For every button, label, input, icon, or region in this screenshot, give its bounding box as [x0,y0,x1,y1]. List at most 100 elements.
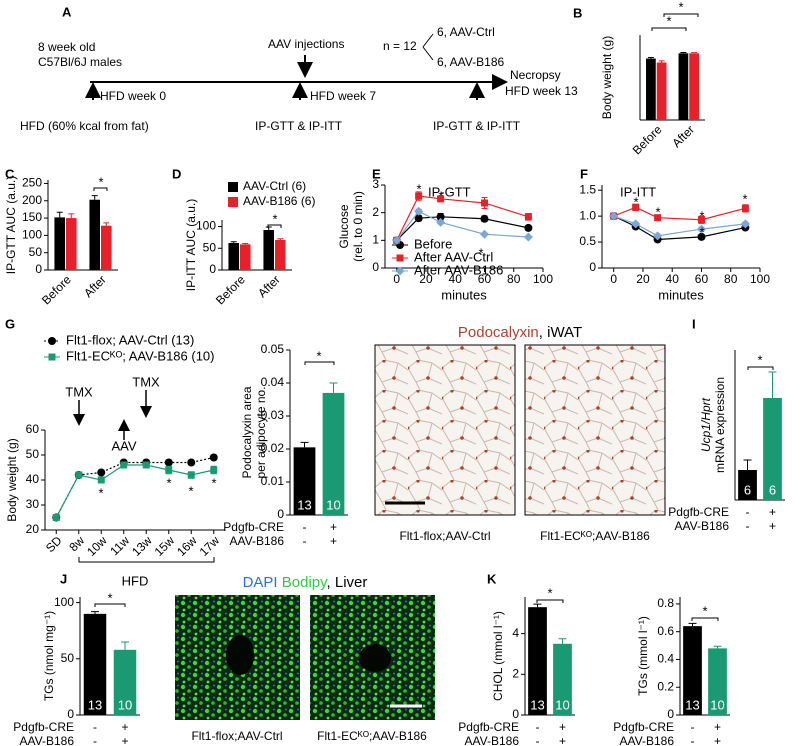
row-value: + [330,534,337,548]
sig-bracket [651,27,687,31]
diagram-label: Necropsy [510,68,561,82]
x-tick-label: 40 [449,272,463,286]
diagram-label: HFD (60% kcal from fat) [20,119,149,133]
diagram-label: AAV injections [268,37,344,51]
y-tick-label: 0.01 [261,474,285,488]
row-value: - [691,734,695,746]
micrograph [374,344,516,516]
legend-label: AAV-Ctrl (6) [243,179,306,193]
y-tick-label: 20 [26,522,40,536]
y-tick-label: 0.04 [261,375,285,389]
error-bar [329,382,338,393]
panel-label: K [487,571,497,586]
row-label: AAV-B186 [230,534,285,548]
marker [632,203,640,211]
annotation: AAV [111,438,136,453]
row-value: - [93,734,97,746]
y-tick-label: 200 [22,193,42,207]
bar-n-label: 13 [530,697,544,712]
marker [740,219,750,229]
title-part: , Liver [327,574,368,591]
marker [654,214,662,222]
bar [656,62,667,120]
sig-bracket [304,361,335,365]
bar [678,53,689,120]
bar [763,398,782,500]
title-part: DAPI [243,574,282,591]
row-label: AAV-B186 [20,734,75,746]
y-tick-label: 0 [209,262,216,276]
bar [83,613,107,715]
panel-label: A [62,4,72,19]
legend-label: Flt1-ECᴷᴼ; AAV-B186 (10) [66,348,215,363]
sig-bracket [94,603,126,607]
y-tick-label: 0.02 [261,441,285,455]
marker [164,458,173,467]
title-part: , iWAT [539,324,582,341]
row-label: Pdgfb-CRE [668,505,729,519]
annotation: * [702,603,707,618]
x-tick-label: 13w [129,533,155,559]
micrograph [524,344,666,516]
x-tick-label: 80 [724,272,738,286]
marker [75,471,83,479]
annotation: * [107,590,112,605]
sig-bracket [267,224,282,228]
error-bar [647,56,654,59]
y-tick-label: 0 [512,707,519,721]
annotation: IP-GTT [428,184,471,199]
y-tick-label: 0.2 [657,679,674,693]
marker [209,453,218,462]
diagram-label: 6, AAV-Ctrl [437,25,495,39]
marker [479,229,489,239]
y-tick-label: 0 [667,707,674,721]
y-tick-label: 0.05 [261,342,285,356]
annotation: * [211,475,216,490]
legend-label: After AAV-Ctrl [414,249,493,264]
error-bar [242,242,249,245]
bar [708,648,727,715]
marker [436,217,446,227]
bar-n-label: 10 [118,697,132,712]
error-bar [743,459,752,470]
error-bar [688,622,697,627]
error-bar [768,371,777,398]
marker [523,232,533,242]
marker [414,214,423,223]
y-tick-label: 30 [26,497,40,511]
row-value: + [330,520,337,534]
diagram-label: 6, AAV-B186 [437,55,504,69]
title-part: Podocalyxin [458,324,539,341]
bar-n-label: 10 [555,697,569,712]
x-tick-label: 0 [610,272,617,286]
x-axis-label: minutes [441,287,487,302]
marker [52,514,60,521]
error-bar [713,645,722,649]
x-tick-label: 20 [419,272,433,286]
annotation: * [438,188,443,203]
error-bar [68,213,75,219]
x-tick-label: 80 [507,272,521,286]
row-label: Pdgfb-CRE [613,720,674,734]
y-tick-label: 250 [22,176,42,190]
error-bar [691,52,698,54]
annotation: * [316,348,321,363]
marker [653,231,663,241]
panel-label: E [372,166,381,181]
bar [113,649,137,715]
panel-label: B [573,5,582,20]
bar-n-label: 10 [710,697,724,712]
bar [322,392,345,515]
y-tick-label: 1 [372,233,379,247]
y-tick-label: 0.5 [579,234,596,248]
legend-label: After AAV-B186 [414,262,503,277]
y-tick-label: 0.6 [657,624,674,638]
marker [524,213,532,221]
x-tick-label: After [669,122,697,150]
x-tick-label: 11w [107,533,132,558]
error-bar [533,603,542,608]
sig-bracket [663,13,699,17]
y-axis-label: mRNA expression [713,377,727,473]
y-tick-label: 0 [35,262,42,276]
